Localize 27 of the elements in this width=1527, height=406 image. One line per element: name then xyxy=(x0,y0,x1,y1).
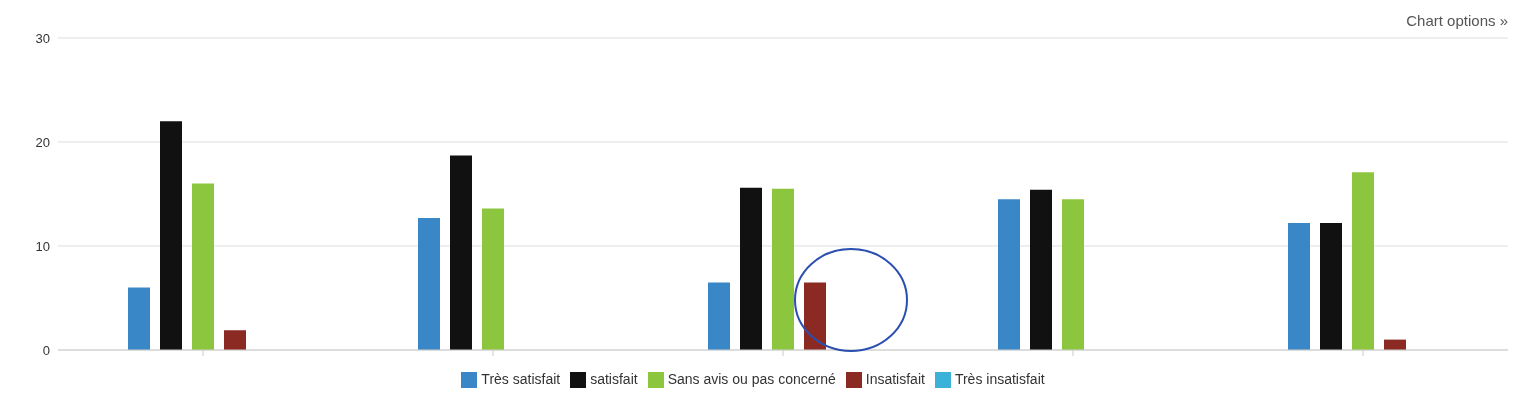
y-tick-label: 30 xyxy=(35,30,50,46)
bar xyxy=(160,121,182,350)
bar xyxy=(1288,223,1310,350)
bar xyxy=(708,282,730,350)
legend-label: Insatisfait xyxy=(865,371,925,387)
legend-label: Très insatisfait xyxy=(954,371,1045,387)
bar xyxy=(804,282,826,350)
bar xyxy=(1352,172,1374,350)
legend-label: Très satisfait xyxy=(481,371,561,387)
bar xyxy=(418,217,440,350)
y-tick-label: 20 xyxy=(35,134,50,150)
bar xyxy=(192,183,214,350)
y-tick-label: 0 xyxy=(42,342,50,358)
bar xyxy=(998,199,1020,350)
bar xyxy=(450,155,472,350)
bar xyxy=(224,330,246,350)
bar xyxy=(772,188,794,350)
y-tick-label: 10 xyxy=(35,238,50,254)
bar xyxy=(1320,223,1342,350)
legend-label: Sans avis ou pas concerné xyxy=(667,371,836,387)
legend-label: satisfait xyxy=(590,371,638,387)
text: Chart options » xyxy=(1406,12,1508,29)
bar xyxy=(482,208,504,350)
bar xyxy=(1062,199,1084,350)
bar xyxy=(1030,189,1052,350)
bar xyxy=(128,287,150,350)
bar xyxy=(740,187,762,350)
